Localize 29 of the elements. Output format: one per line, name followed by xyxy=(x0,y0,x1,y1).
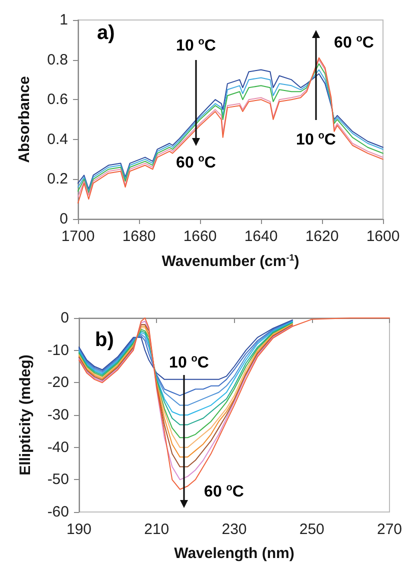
y-tick-label: 0.6 xyxy=(47,91,68,108)
annotation: a) xyxy=(97,22,115,44)
x-tick-label: 1700 xyxy=(61,228,95,245)
x-tick-label: 1620 xyxy=(305,228,339,245)
y-tick-label: -30 xyxy=(47,406,69,424)
y-tick-label: -20 xyxy=(47,374,69,392)
y-tick-label: -50 xyxy=(47,471,69,488)
y-tick-label: 1 xyxy=(60,12,68,28)
y-tick-label: -40 xyxy=(47,438,69,456)
x-tick-label: 1680 xyxy=(122,228,156,245)
y-axis-title: Absorbance xyxy=(16,76,33,163)
x-tick-label: 270 xyxy=(376,521,402,538)
x-tick-label: 230 xyxy=(222,521,247,538)
y-tick-label: 0.2 xyxy=(47,170,68,188)
x-tick-label: 1660 xyxy=(183,228,217,245)
y-tick-label: 0.8 xyxy=(47,51,68,68)
y-tick-label: 0 xyxy=(60,210,68,228)
x-tick-label: 1640 xyxy=(244,228,278,245)
y-tick-label: -60 xyxy=(47,504,69,520)
y-tick-label: 0 xyxy=(60,310,69,326)
annotation: b) xyxy=(95,329,114,351)
x-axis-title: Wavelength (nm) xyxy=(174,545,294,562)
y-tick-label: 0.4 xyxy=(47,130,68,148)
y-axis-title: Ellipticity (mdeg) xyxy=(17,354,34,476)
y-tick-label: -10 xyxy=(47,342,69,359)
x-tick-label: 190 xyxy=(66,521,92,538)
x-tick-label: 250 xyxy=(299,521,324,538)
x-tick-label: 1600 xyxy=(366,228,400,245)
x-tick-label: 210 xyxy=(144,521,170,538)
